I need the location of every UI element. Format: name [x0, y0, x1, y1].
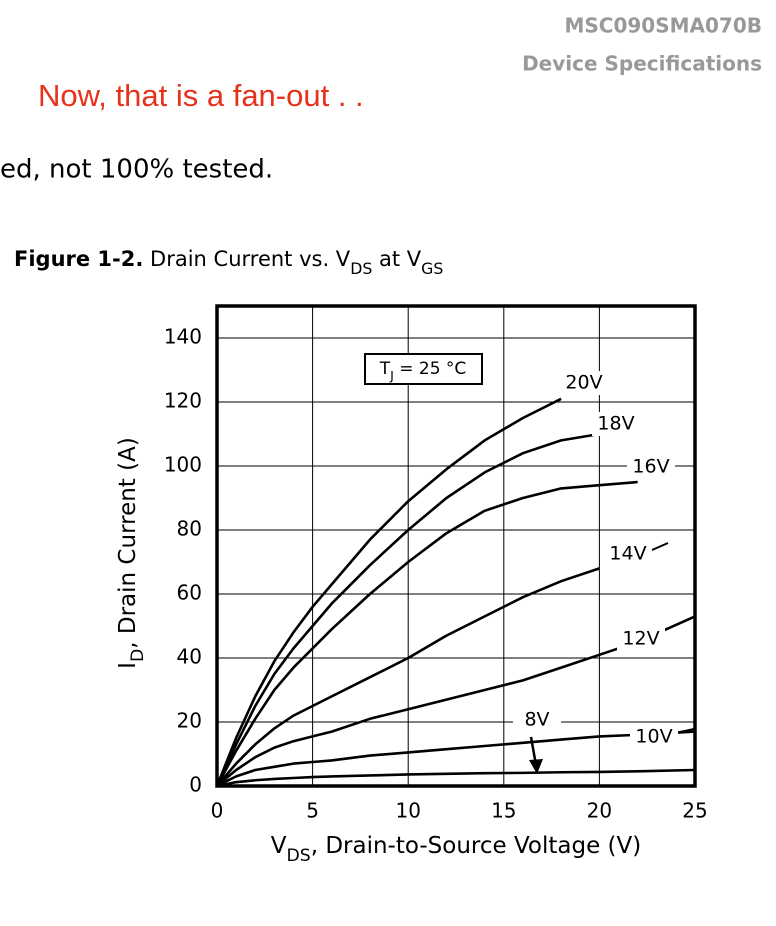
y-tick-label: 0: [189, 773, 202, 797]
x-tick-label: 25: [682, 799, 707, 823]
series-label: 20V: [565, 372, 602, 394]
label-bg: [627, 455, 675, 479]
label-bg: [617, 627, 665, 651]
x-axis-label-part: V: [271, 833, 287, 859]
arrow-head: [529, 759, 543, 774]
label-bg: [592, 412, 640, 436]
series-line: [215, 480, 638, 787]
x-axis-label-part: , Drain-to-Source Voltage (V): [311, 833, 642, 859]
x-axis-label: VDS, Drain-to-Source Voltage (V): [271, 833, 642, 867]
label-bg: [560, 371, 608, 395]
figure-number: Figure 1-2.: [14, 247, 143, 271]
figure-title-part: GS: [421, 259, 443, 278]
label-bg: [604, 542, 652, 566]
leader: [651, 542, 669, 551]
label-bg: [630, 725, 678, 749]
chart-annotation: TJ = 25 °C: [379, 359, 467, 384]
series-line: [216, 567, 600, 787]
series-label: 14V: [609, 543, 646, 565]
x-axis-label-part: DS: [286, 846, 310, 866]
series-label: 8V: [524, 709, 549, 731]
series-label: 16V: [632, 456, 669, 478]
annotation: Now, that is a fan-out . .: [38, 78, 364, 113]
section-title: Device Specifications: [522, 52, 762, 76]
x-tick-label: 0: [211, 799, 224, 823]
x-tick-label: 20: [587, 799, 612, 823]
plot-frame: [215, 304, 697, 788]
series-line: [215, 432, 600, 787]
y-tick-label: 60: [177, 581, 202, 605]
series-line: [216, 615, 696, 787]
y-axis-label-part: I: [115, 662, 141, 669]
y-tick-label: 120: [164, 389, 202, 413]
series-label: 10V: [635, 726, 672, 748]
series-label: 18V: [597, 413, 634, 435]
series-line: [216, 730, 696, 788]
annotation-box: [364, 353, 483, 385]
series-label: 12V: [622, 628, 659, 650]
series-line: [215, 397, 562, 787]
chart-annotation-part: J: [389, 369, 394, 384]
figure-caption: Figure 1-2. Drain Current vs. VDS at VGS: [14, 247, 443, 278]
y-tick-label: 40: [177, 645, 202, 669]
y-axis-label-part: , Drain Current (A): [115, 437, 141, 649]
y-axis-label: ID, Drain Current (A): [115, 437, 149, 669]
x-tick-label: 15: [491, 799, 516, 823]
figure-title-part: Drain Current vs. V: [150, 247, 351, 271]
y-tick-label: 20: [177, 709, 202, 733]
y-tick-label: 140: [164, 325, 202, 349]
figure-title-part: DS: [350, 259, 372, 278]
y-tick-label: 80: [177, 517, 202, 541]
part-number: MSC090SMA070B: [564, 14, 762, 38]
figure-title-part: at V: [372, 247, 421, 271]
x-tick-label: 5: [306, 799, 319, 823]
series-line: [216, 768, 696, 788]
chart-annotation-part: = 25 °C: [394, 359, 466, 379]
y-axis-label-part: D: [128, 649, 148, 662]
y-tick-label: 100: [164, 453, 202, 477]
x-tick-label: 10: [395, 799, 420, 823]
body-text: ed, not 100% tested.: [0, 155, 273, 185]
leader: [679, 728, 695, 733]
label-bg: [513, 708, 561, 732]
chart-annotation-part: T: [379, 359, 391, 379]
